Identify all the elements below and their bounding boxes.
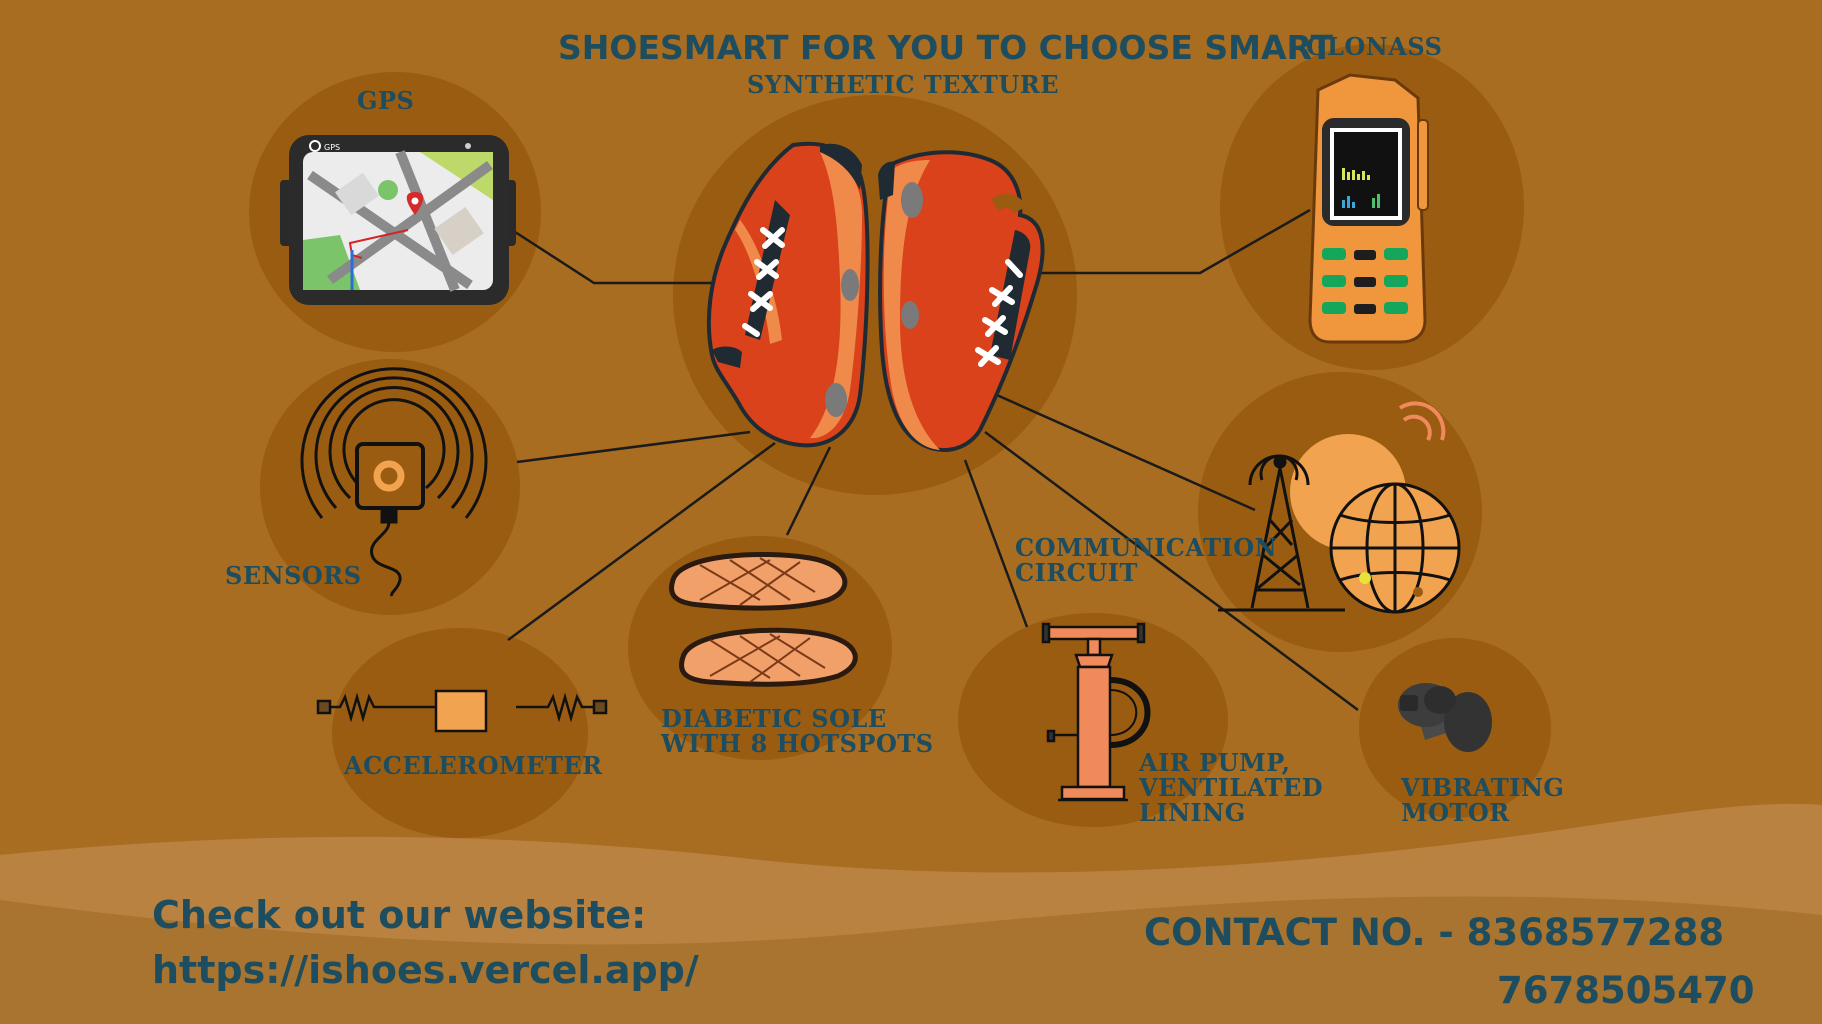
glonass-label: GLONASS <box>1306 32 1443 61</box>
sensors-label: SENSORS <box>225 561 362 590</box>
air-pump-label-line2: VENTILATED <box>1139 773 1324 803</box>
connector-glonass <box>1030 208 1311 275</box>
left-shoe <box>706 141 870 448</box>
gps-device-icon: GPS <box>280 135 516 305</box>
vibrating-motor-icon <box>1398 683 1492 752</box>
accelerometer-circle <box>332 628 588 838</box>
diabetic-sole-label: DIABETIC SOLE WITH 8 HOTSPOTS <box>661 704 934 759</box>
sensor-icon <box>300 367 488 597</box>
connector-sensors <box>516 430 751 464</box>
page-title: SHOESMART FOR YOU TO CHOOSE SMART <box>558 28 1333 67</box>
website-link[interactable]: https://ishoes.vercel.app/ <box>152 948 699 992</box>
air-pump-label-line1: AIR PUMP, <box>1139 748 1291 777</box>
gps-label: GPS <box>357 86 415 115</box>
vibrating-motor-label-line1: VIBRATING <box>1401 773 1565 802</box>
accelerometer-icon <box>316 689 608 733</box>
right-shoe <box>878 150 1045 453</box>
diabetic-sole-label-line1: DIABETIC SOLE <box>661 704 887 733</box>
sole-icon <box>669 552 858 687</box>
communication-circuit-label: COMMUNICATION CIRCUIT <box>1015 533 1278 588</box>
glonass-device-icon <box>1308 73 1429 344</box>
center-label: SYNTHETIC TEXTURE <box>747 70 1060 99</box>
contact-number: CONTACT NO. - 8368577288 <box>1144 911 1725 954</box>
connector-diabetic-sole <box>785 446 832 536</box>
air-pump-label-line3: LINING <box>1139 798 1246 828</box>
connector-accelerometer <box>507 441 776 642</box>
accelerometer-label: ACCELEROMETER <box>344 751 603 780</box>
diabetic-sole-label-line2: WITH 8 HOTSPOTS <box>661 729 934 759</box>
vibrating-motor-label-line2: MOTOR <box>1401 798 1510 828</box>
connector-lines <box>507 208 1359 712</box>
website-prompt: Check out our website: <box>152 893 647 937</box>
air-pump-icon <box>1041 622 1151 802</box>
communication-label-line2: CIRCUIT <box>1015 558 1138 588</box>
gps-screen-tag: GPS <box>324 143 340 152</box>
connector-communication <box>989 390 1256 512</box>
air-pump-label: AIR PUMP, VENTILATED LINING <box>1139 750 1323 826</box>
background-wave-dark <box>0 896 1822 1024</box>
smart-shoes-illustration <box>706 141 1045 453</box>
communication-label-line1: COMMUNICATION <box>1015 533 1278 562</box>
vibrating-motor-label: VIBRATING MOTOR <box>1401 773 1565 828</box>
contact-number-alt: 7678505470 <box>1497 969 1755 1012</box>
connector-vibrating-motor <box>984 430 1359 712</box>
communication-icon <box>1218 401 1461 614</box>
connector-gps <box>511 228 750 285</box>
connector-air-pump <box>963 459 1029 628</box>
